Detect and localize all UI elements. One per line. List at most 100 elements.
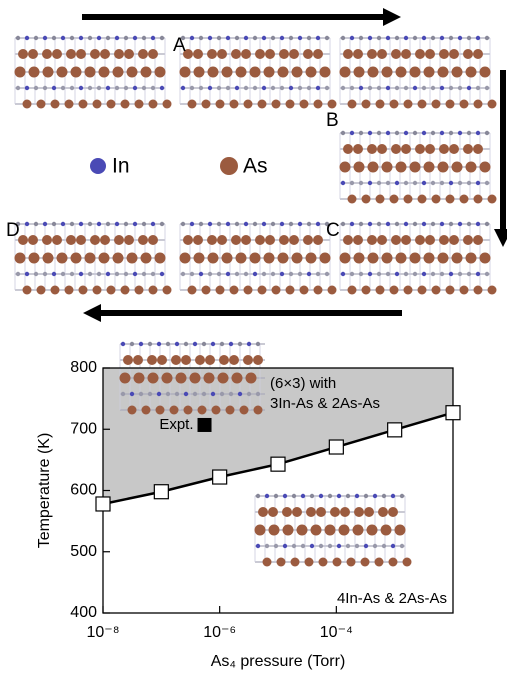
- annotation: 3In-As & 2As-As: [270, 395, 380, 412]
- atom: [350, 272, 354, 276]
- atom: [149, 100, 158, 109]
- atom: [88, 86, 92, 90]
- atom: [198, 406, 207, 415]
- atom: [121, 286, 130, 295]
- atom: [362, 286, 371, 295]
- atom: [253, 272, 257, 276]
- atom: [341, 131, 345, 135]
- atom: [193, 342, 197, 346]
- atom: [211, 392, 215, 396]
- atom: [71, 67, 82, 78]
- atom: [124, 235, 134, 245]
- atom: [422, 131, 426, 135]
- atom: [391, 544, 395, 548]
- atom: [390, 286, 399, 295]
- atom: [353, 49, 363, 59]
- structure-panel: [340, 222, 497, 295]
- atom: [485, 272, 489, 276]
- experiment-label: Expt.: [159, 416, 193, 433]
- atom: [37, 100, 46, 109]
- atom: [258, 507, 268, 517]
- atom: [341, 36, 345, 40]
- atom: [114, 49, 124, 59]
- atom: [256, 392, 260, 396]
- atom: [415, 49, 425, 59]
- atom: [328, 100, 337, 109]
- atom: [244, 100, 253, 109]
- y-axis-label: Temperature (K): [36, 433, 53, 549]
- atom: [231, 49, 241, 59]
- atom: [199, 36, 203, 40]
- marker: [154, 485, 168, 499]
- atom: [340, 253, 351, 264]
- atom: [361, 558, 370, 567]
- atom: [79, 36, 83, 40]
- atom: [458, 86, 462, 90]
- atom: [23, 286, 32, 295]
- atom: [208, 222, 212, 226]
- atom: [446, 195, 455, 204]
- atom: [70, 36, 74, 40]
- atom: [303, 49, 313, 59]
- atom: [440, 36, 444, 40]
- atom: [79, 272, 83, 276]
- atom: [170, 406, 179, 415]
- atom: [232, 373, 243, 384]
- atom: [307, 272, 311, 276]
- atom: [452, 253, 463, 264]
- atom: [97, 272, 101, 276]
- atom: [325, 272, 329, 276]
- atom: [135, 286, 144, 295]
- atom: [147, 355, 157, 365]
- atom: [79, 86, 83, 90]
- atom: [52, 86, 56, 90]
- atom: [340, 67, 351, 78]
- atom: [247, 342, 251, 346]
- atom: [277, 558, 286, 567]
- atom: [440, 86, 444, 90]
- atom: [328, 494, 332, 498]
- atom: [467, 272, 471, 276]
- atom: [124, 272, 128, 276]
- atom: [403, 558, 412, 567]
- atom: [413, 86, 417, 90]
- atom: [382, 544, 386, 548]
- atom: [278, 67, 289, 78]
- atom: [283, 544, 287, 548]
- atom: [253, 86, 257, 90]
- atom: [202, 286, 211, 295]
- atom: [395, 86, 399, 90]
- atom: [106, 86, 110, 90]
- atom: [449, 222, 453, 226]
- atom: [250, 253, 261, 264]
- atom: [422, 86, 426, 90]
- atom: [367, 49, 377, 59]
- atom: [43, 253, 54, 264]
- atom: [123, 355, 133, 365]
- atom: [320, 253, 331, 264]
- marker: [96, 497, 110, 511]
- atom: [395, 131, 399, 135]
- atom: [244, 86, 248, 90]
- atom: [346, 494, 350, 498]
- atom: [52, 49, 62, 59]
- atom: [431, 272, 435, 276]
- atom: [235, 86, 239, 90]
- atom: [135, 100, 144, 109]
- atom: [474, 286, 483, 295]
- atom: [424, 162, 435, 173]
- atom: [298, 86, 302, 90]
- atom: [148, 392, 152, 396]
- atom: [418, 100, 427, 109]
- atom: [396, 253, 407, 264]
- atom: [202, 342, 206, 346]
- atom: [160, 222, 164, 226]
- atom: [79, 222, 83, 226]
- atom: [474, 195, 483, 204]
- atom: [15, 67, 26, 78]
- atom: [226, 406, 235, 415]
- atom: [463, 144, 473, 154]
- atom: [222, 253, 233, 264]
- atom: [23, 100, 32, 109]
- atom: [485, 131, 489, 135]
